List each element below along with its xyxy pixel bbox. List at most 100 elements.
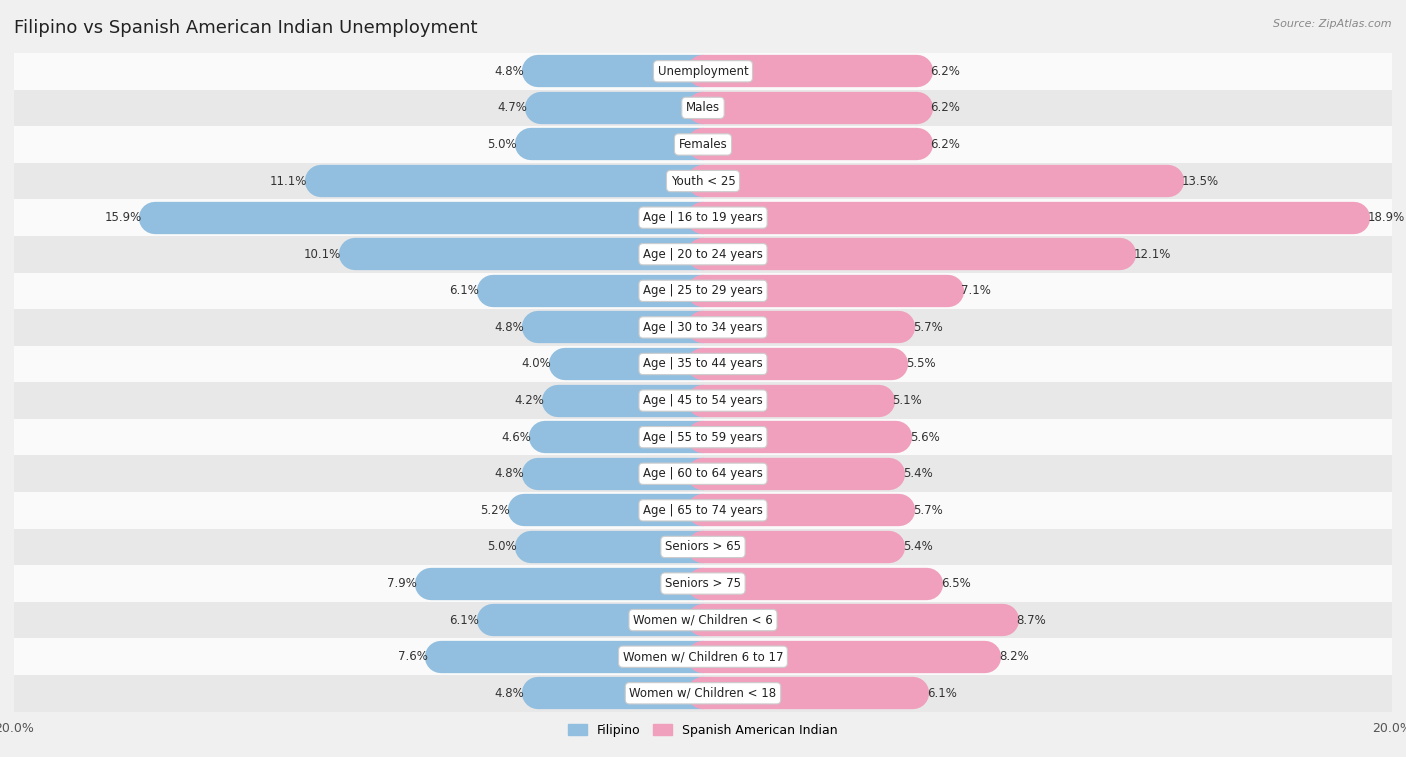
Text: 15.9%: 15.9% xyxy=(104,211,142,224)
Text: Source: ZipAtlas.com: Source: ZipAtlas.com xyxy=(1274,19,1392,29)
Text: Age | 55 to 59 years: Age | 55 to 59 years xyxy=(643,431,763,444)
Bar xyxy=(703,138,917,151)
FancyBboxPatch shape xyxy=(14,199,1392,236)
Text: 5.1%: 5.1% xyxy=(893,394,922,407)
FancyBboxPatch shape xyxy=(14,565,1392,602)
Text: 6.1%: 6.1% xyxy=(450,614,479,627)
Bar xyxy=(558,394,703,407)
Bar xyxy=(703,284,948,298)
Text: 4.2%: 4.2% xyxy=(515,394,544,407)
Text: 11.1%: 11.1% xyxy=(270,175,307,188)
FancyBboxPatch shape xyxy=(14,675,1392,712)
Bar xyxy=(541,101,703,115)
Text: 4.0%: 4.0% xyxy=(522,357,551,370)
Text: 5.7%: 5.7% xyxy=(912,504,943,517)
FancyBboxPatch shape xyxy=(14,638,1392,675)
Bar xyxy=(537,64,703,78)
Bar xyxy=(703,357,893,371)
Text: Age | 25 to 29 years: Age | 25 to 29 years xyxy=(643,285,763,298)
Bar xyxy=(703,503,900,517)
Bar xyxy=(430,577,703,590)
FancyBboxPatch shape xyxy=(14,236,1392,273)
Bar xyxy=(703,64,917,78)
Text: 8.7%: 8.7% xyxy=(1017,614,1046,627)
FancyBboxPatch shape xyxy=(14,126,1392,163)
Text: 7.1%: 7.1% xyxy=(962,285,991,298)
Bar xyxy=(703,174,1168,188)
Text: 12.1%: 12.1% xyxy=(1133,248,1171,260)
Text: 10.1%: 10.1% xyxy=(304,248,342,260)
Text: Women w/ Children < 18: Women w/ Children < 18 xyxy=(630,687,776,699)
Bar xyxy=(321,174,703,188)
Bar xyxy=(537,687,703,700)
Text: 5.4%: 5.4% xyxy=(903,467,932,480)
Text: 5.7%: 5.7% xyxy=(912,321,943,334)
Text: 6.2%: 6.2% xyxy=(931,138,960,151)
Bar xyxy=(703,650,986,664)
Bar xyxy=(703,320,900,335)
FancyBboxPatch shape xyxy=(14,163,1392,199)
FancyBboxPatch shape xyxy=(14,53,1392,89)
Bar xyxy=(537,467,703,481)
FancyBboxPatch shape xyxy=(14,419,1392,456)
Text: Age | 30 to 34 years: Age | 30 to 34 years xyxy=(643,321,763,334)
Text: Youth < 25: Youth < 25 xyxy=(671,175,735,188)
FancyBboxPatch shape xyxy=(14,273,1392,309)
Bar xyxy=(441,650,703,664)
FancyBboxPatch shape xyxy=(14,382,1392,419)
Text: 5.2%: 5.2% xyxy=(481,504,510,517)
Text: 7.6%: 7.6% xyxy=(398,650,427,663)
Text: Women w/ Children 6 to 17: Women w/ Children 6 to 17 xyxy=(623,650,783,663)
Text: 6.1%: 6.1% xyxy=(927,687,956,699)
Bar xyxy=(531,540,703,554)
Bar xyxy=(703,430,896,444)
Text: 5.4%: 5.4% xyxy=(903,540,932,553)
Bar xyxy=(155,210,703,225)
Bar xyxy=(703,101,917,115)
Bar xyxy=(544,430,703,444)
Bar xyxy=(703,577,927,590)
Bar xyxy=(531,138,703,151)
Text: Unemployment: Unemployment xyxy=(658,65,748,78)
Bar xyxy=(356,248,703,261)
Bar xyxy=(494,613,703,627)
Text: Seniors > 75: Seniors > 75 xyxy=(665,577,741,590)
Text: 6.1%: 6.1% xyxy=(450,285,479,298)
Text: 4.8%: 4.8% xyxy=(494,467,524,480)
Text: 4.8%: 4.8% xyxy=(494,687,524,699)
Bar xyxy=(703,467,889,481)
Bar xyxy=(537,320,703,335)
Bar xyxy=(524,503,703,517)
Text: Females: Females xyxy=(679,138,727,151)
Text: 5.0%: 5.0% xyxy=(488,138,517,151)
FancyBboxPatch shape xyxy=(14,602,1392,638)
FancyBboxPatch shape xyxy=(14,492,1392,528)
Text: 5.0%: 5.0% xyxy=(488,540,517,553)
Text: 8.2%: 8.2% xyxy=(1000,650,1029,663)
Text: 18.9%: 18.9% xyxy=(1368,211,1405,224)
FancyBboxPatch shape xyxy=(14,456,1392,492)
Text: Age | 35 to 44 years: Age | 35 to 44 years xyxy=(643,357,763,370)
Bar xyxy=(565,357,703,371)
FancyBboxPatch shape xyxy=(14,309,1392,346)
FancyBboxPatch shape xyxy=(14,89,1392,126)
Legend: Filipino, Spanish American Indian: Filipino, Spanish American Indian xyxy=(564,718,842,742)
Text: 6.2%: 6.2% xyxy=(931,101,960,114)
Bar xyxy=(703,613,1002,627)
Bar xyxy=(703,540,889,554)
Text: Age | 45 to 54 years: Age | 45 to 54 years xyxy=(643,394,763,407)
Text: 6.2%: 6.2% xyxy=(931,65,960,78)
Text: 4.8%: 4.8% xyxy=(494,321,524,334)
Bar xyxy=(703,210,1354,225)
Text: Seniors > 65: Seniors > 65 xyxy=(665,540,741,553)
Bar xyxy=(494,284,703,298)
Text: 7.9%: 7.9% xyxy=(387,577,418,590)
Text: 5.6%: 5.6% xyxy=(910,431,939,444)
Text: 13.5%: 13.5% xyxy=(1182,175,1219,188)
FancyBboxPatch shape xyxy=(14,346,1392,382)
Text: 4.6%: 4.6% xyxy=(501,431,531,444)
Text: 5.5%: 5.5% xyxy=(907,357,936,370)
Text: Age | 60 to 64 years: Age | 60 to 64 years xyxy=(643,467,763,480)
Text: Age | 20 to 24 years: Age | 20 to 24 years xyxy=(643,248,763,260)
Text: 6.5%: 6.5% xyxy=(941,577,970,590)
